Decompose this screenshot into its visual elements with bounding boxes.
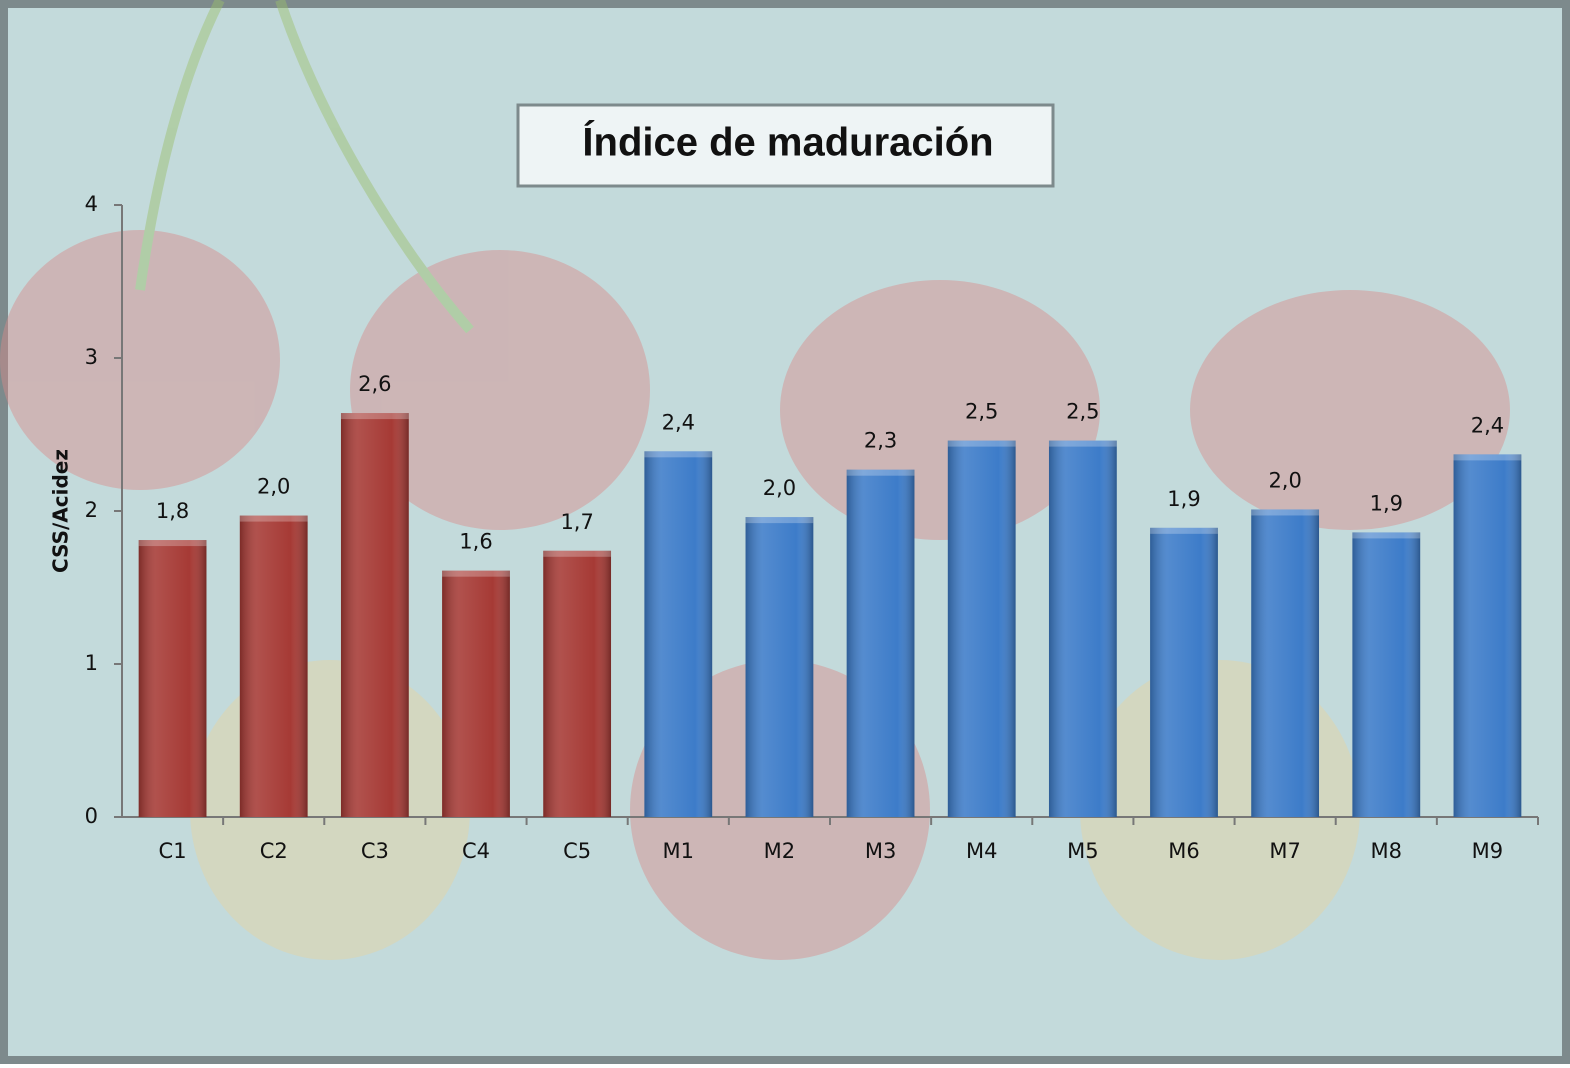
data-label: 2,5 [965, 400, 998, 424]
bar-cap [543, 551, 611, 557]
bar-shine [1150, 528, 1218, 817]
bar-shine [1049, 441, 1117, 817]
x-tick-label: M7 [1269, 839, 1300, 863]
bar-shine [139, 540, 207, 817]
bar-shine [746, 517, 814, 817]
data-label: 2,4 [662, 410, 695, 434]
x-tick-label: C4 [462, 839, 490, 863]
x-tick-label: C2 [260, 839, 288, 863]
bar-shine [644, 451, 712, 817]
y-axis-label: CSS/Acidez [49, 449, 73, 573]
data-label: 2,0 [257, 475, 290, 499]
bar-shine [240, 516, 308, 817]
x-tick-label: M9 [1472, 839, 1503, 863]
x-tick-label: M1 [663, 839, 694, 863]
bar-cap [746, 517, 814, 523]
data-label: 2,6 [358, 372, 391, 396]
data-label: 2,4 [1471, 413, 1504, 437]
bar-cap [341, 413, 409, 419]
data-label: 2,0 [1268, 468, 1301, 492]
bar-shine [543, 551, 611, 817]
bar-shine [341, 413, 409, 817]
x-tick-label: M4 [966, 839, 997, 863]
bar-cap [1251, 509, 1319, 515]
bar-shine [1352, 532, 1420, 817]
bar-cap [1049, 441, 1117, 447]
data-label: 1,9 [1370, 491, 1403, 515]
x-tick-label: M5 [1067, 839, 1098, 863]
chart-title: Índice de maduración [582, 120, 993, 165]
x-tick-label: M6 [1168, 839, 1199, 863]
data-label: 1,8 [156, 499, 189, 523]
bar-cap [1352, 532, 1420, 538]
bar-cap [847, 470, 915, 476]
bar-cap [442, 571, 510, 577]
bar-shine [1454, 454, 1522, 817]
bar-shine [847, 470, 915, 817]
y-tick-label: 3 [85, 345, 98, 369]
y-tick-label: 2 [85, 498, 98, 522]
data-label: 1,9 [1167, 487, 1200, 511]
y-tick-label: 4 [85, 192, 98, 216]
bar-cap [139, 540, 207, 546]
x-tick-label: C3 [361, 839, 389, 863]
data-label: 2,5 [1066, 400, 1099, 424]
bar-cap [1454, 454, 1522, 460]
data-label: 1,7 [560, 510, 593, 534]
x-tick-label: M8 [1371, 839, 1402, 863]
data-label: 1,6 [459, 530, 492, 554]
data-label: 2,3 [864, 429, 897, 453]
data-label: 2,0 [763, 476, 796, 500]
x-tick-label: C1 [159, 839, 187, 863]
bar-cap [948, 441, 1016, 447]
bar-cap [644, 451, 712, 457]
bar-cap [1150, 528, 1218, 534]
y-tick-label: 0 [85, 804, 98, 828]
bar-cap [240, 516, 308, 522]
x-tick-label: C5 [563, 839, 591, 863]
chart: Índice de maduración CSS/Acidez 0 1 2 3 4 C1 1… [0, 0, 1570, 1064]
y-tick-label: 1 [85, 651, 98, 675]
x-tick-label: M2 [764, 839, 795, 863]
bar-shine [948, 441, 1016, 817]
bar-shine [1251, 509, 1319, 817]
x-tick-label: M3 [865, 839, 896, 863]
bar-shine [442, 571, 510, 817]
